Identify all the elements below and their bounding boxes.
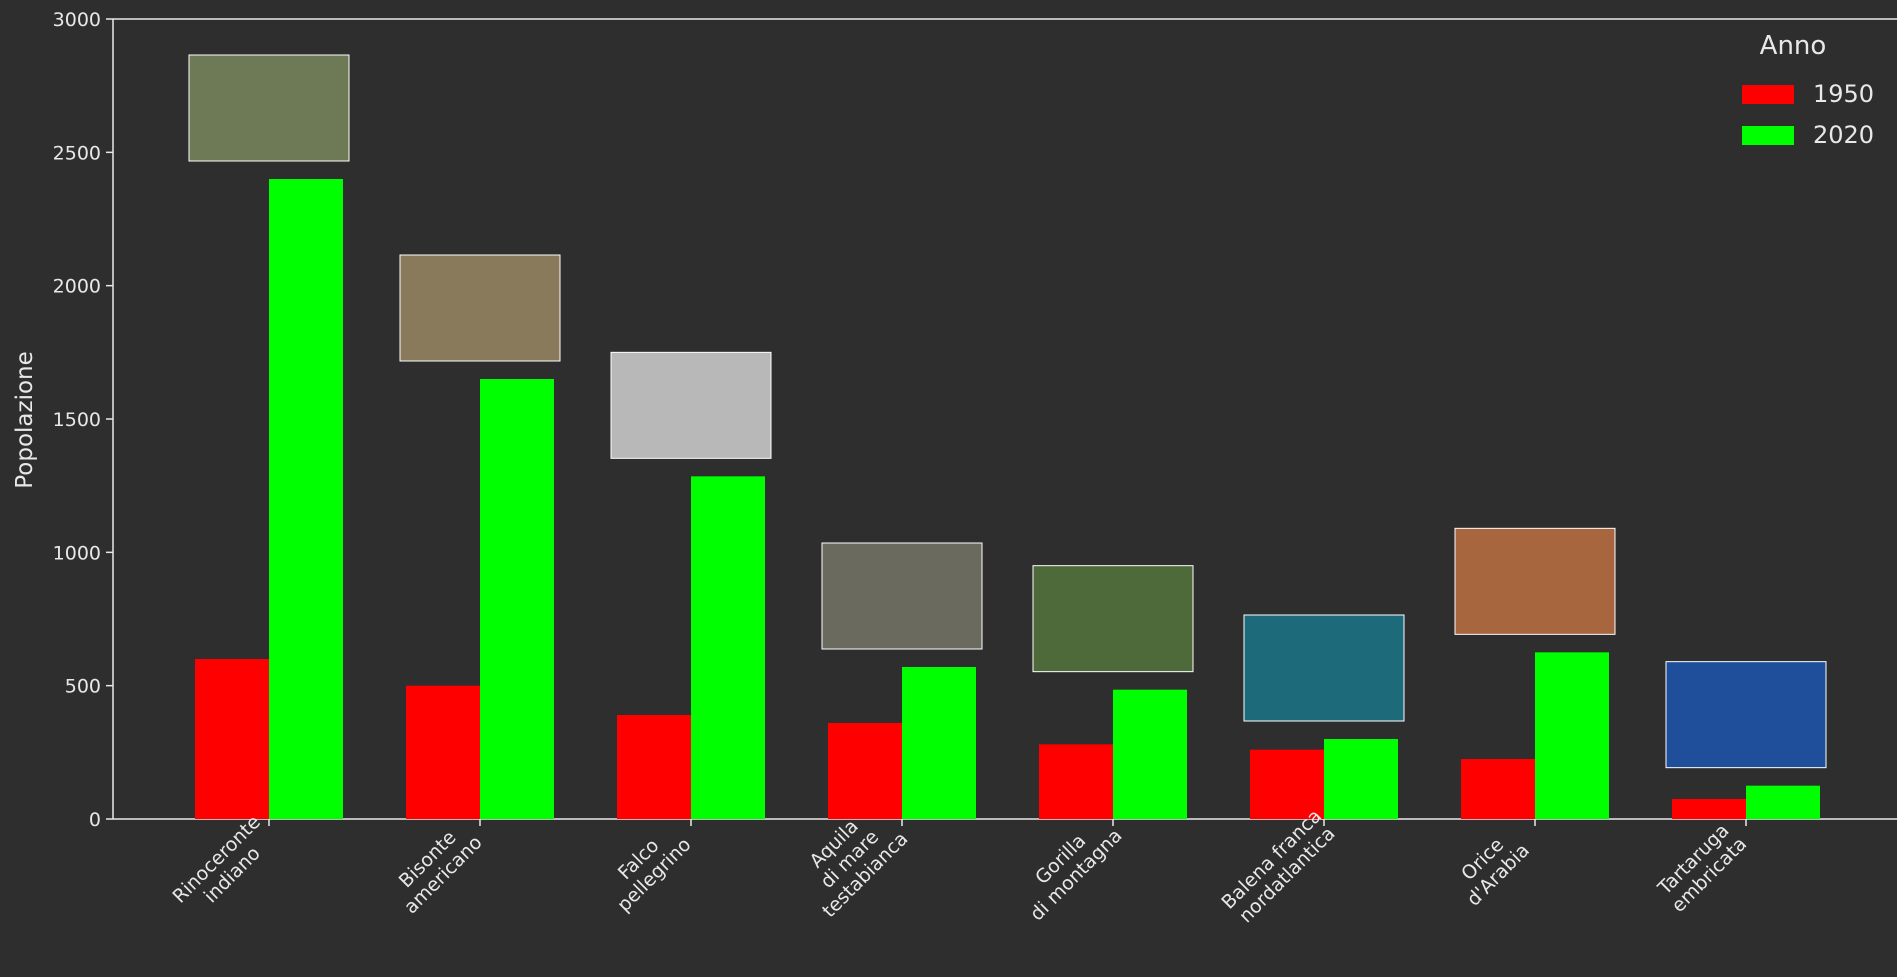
photo xyxy=(610,351,772,459)
y-tick-label: 2000 xyxy=(53,276,101,298)
photo xyxy=(1243,614,1405,722)
bar xyxy=(1535,652,1609,819)
bar xyxy=(1039,744,1113,819)
y-tick-label: 0 xyxy=(89,809,101,831)
y-tick-label: 2500 xyxy=(53,142,101,164)
legend-title: Anno xyxy=(1760,31,1827,61)
bar xyxy=(902,667,976,819)
bar xyxy=(617,715,691,819)
bar xyxy=(195,659,269,819)
photo xyxy=(188,54,350,162)
y-axis-label: Popolazione xyxy=(12,351,38,489)
bar xyxy=(406,685,480,819)
legend-swatch xyxy=(1742,85,1794,104)
bar xyxy=(1461,759,1535,819)
bar xyxy=(1672,799,1746,819)
y-tick-label: 3000 xyxy=(53,9,101,31)
legend-label: 2020 xyxy=(1813,121,1874,149)
photo xyxy=(1032,565,1194,673)
bar xyxy=(480,379,554,819)
bar xyxy=(1250,749,1324,819)
bar xyxy=(691,476,765,819)
bar xyxy=(1324,739,1398,819)
photo xyxy=(399,254,561,362)
bar xyxy=(1746,785,1820,819)
bar xyxy=(269,179,343,819)
photo xyxy=(821,542,983,650)
y-tick-label: 500 xyxy=(65,676,101,698)
bar xyxy=(828,723,902,819)
photo xyxy=(1665,661,1827,769)
legend-swatch xyxy=(1742,126,1794,145)
y-tick-label: 1500 xyxy=(53,409,101,431)
bar xyxy=(1113,689,1187,819)
photo xyxy=(1454,527,1616,635)
y-tick-label: 1000 xyxy=(53,542,101,564)
legend-label: 1950 xyxy=(1813,80,1874,108)
